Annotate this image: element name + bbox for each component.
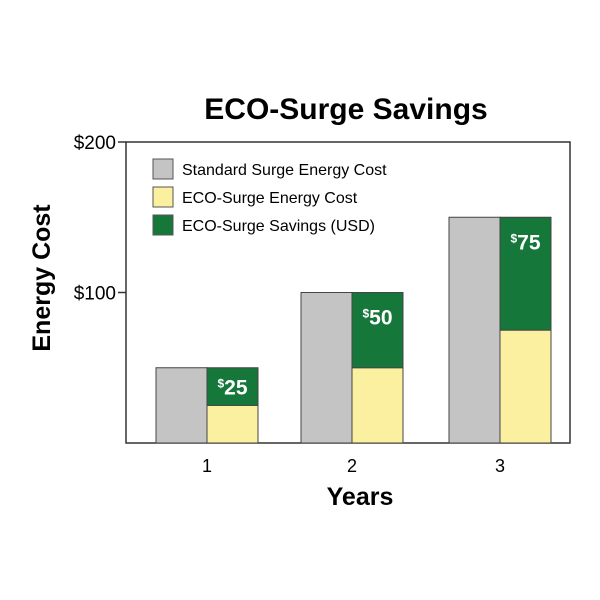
x-tick-label-1: 1	[202, 456, 212, 476]
bar-eco-cost-year-3	[499, 329, 552, 444]
data-label-year-3: $75	[510, 231, 540, 254]
bar-standard-year-1	[155, 367, 208, 444]
y-axis-label: Energy Cost	[28, 204, 56, 352]
bar-savings-year-1	[206, 367, 259, 406]
bar-eco-cost-year-1	[206, 404, 259, 444]
bar-standard-year-3	[448, 216, 501, 444]
x-axis-label: Years	[327, 483, 394, 511]
bar-savings-year-2	[351, 292, 404, 369]
legend-swatch-0	[152, 158, 174, 180]
legend-swatch-2	[152, 214, 174, 236]
data-label-year-1: $25	[217, 377, 247, 400]
bar-marks: $25 $50 $75	[155, 216, 552, 444]
data-label-year-2: $50	[362, 307, 392, 330]
y-tick-label-0: $100	[74, 284, 116, 305]
chart-title: ECO-Surge Savings	[204, 93, 487, 126]
axis-ticks: 1 2 3 $100 $200	[74, 133, 505, 476]
x-tick-label-2: 2	[347, 456, 357, 476]
bar-standard-year-2	[300, 292, 353, 444]
legend-label-2: ECO-Surge Savings (USD)	[182, 218, 375, 235]
legend-label-0: Standard Surge Energy Cost	[182, 162, 387, 179]
legend-label-1: ECO-Surge Energy Cost	[182, 190, 358, 207]
x-tick-label-3: 3	[495, 456, 505, 476]
bar-eco-cost-year-2	[351, 367, 404, 444]
legend-swatch-1	[152, 186, 174, 208]
legend: Standard Surge Energy Cost ECO-Surge Ener…	[152, 158, 387, 236]
y-tick-label-1: $200	[74, 133, 116, 154]
bar-savings-year-3	[499, 216, 552, 331]
